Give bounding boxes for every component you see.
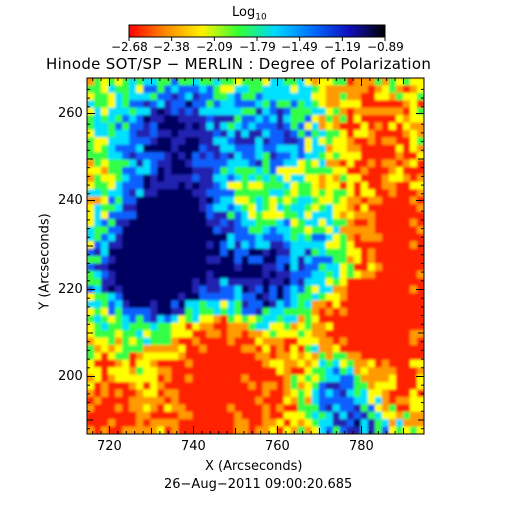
y-axis-label: Y (Arcseconds) (37, 213, 53, 310)
chart-title: Hinode SOT/SP − MERLIN : Degree of Polar… (46, 55, 432, 73)
y-tick-label: 200 (58, 369, 83, 384)
axis-ticks (87, 78, 424, 434)
colorbar-tick-label: −2.09 (196, 40, 233, 54)
y-tick-label: 220 (58, 282, 83, 297)
y-tick-label: 240 (58, 193, 83, 208)
x-tick-label: 720 (97, 439, 122, 454)
x-tick-label: 760 (265, 439, 290, 454)
polarization-map-image (87, 78, 424, 434)
colorbar-tick-label: −0.89 (367, 40, 404, 54)
colorbar (128, 24, 386, 38)
colorbar-label-base: Log (232, 5, 256, 20)
colorbar-tick-label: −1.19 (324, 40, 361, 54)
colorbar-tick-label: −1.79 (239, 40, 276, 54)
x-tick-label: 780 (349, 439, 374, 454)
colorbar-tick-label: −1.49 (281, 40, 318, 54)
colorbar-label-sub: 10 (255, 12, 267, 23)
colorbar-tick-label: −2.68 (111, 40, 148, 54)
y-tick-label: 260 (58, 106, 83, 121)
colorbar-label: Log10 (232, 6, 267, 23)
x-axis-label: X (Arcseconds) (205, 459, 303, 474)
x-tick-label: 740 (181, 439, 206, 454)
timestamp: 26−Aug−2011 09:00:20.685 (164, 477, 353, 492)
plot-frame (86, 77, 425, 435)
colorbar-ticks (128, 37, 386, 41)
colorbar-tick-label: −2.38 (153, 40, 190, 54)
